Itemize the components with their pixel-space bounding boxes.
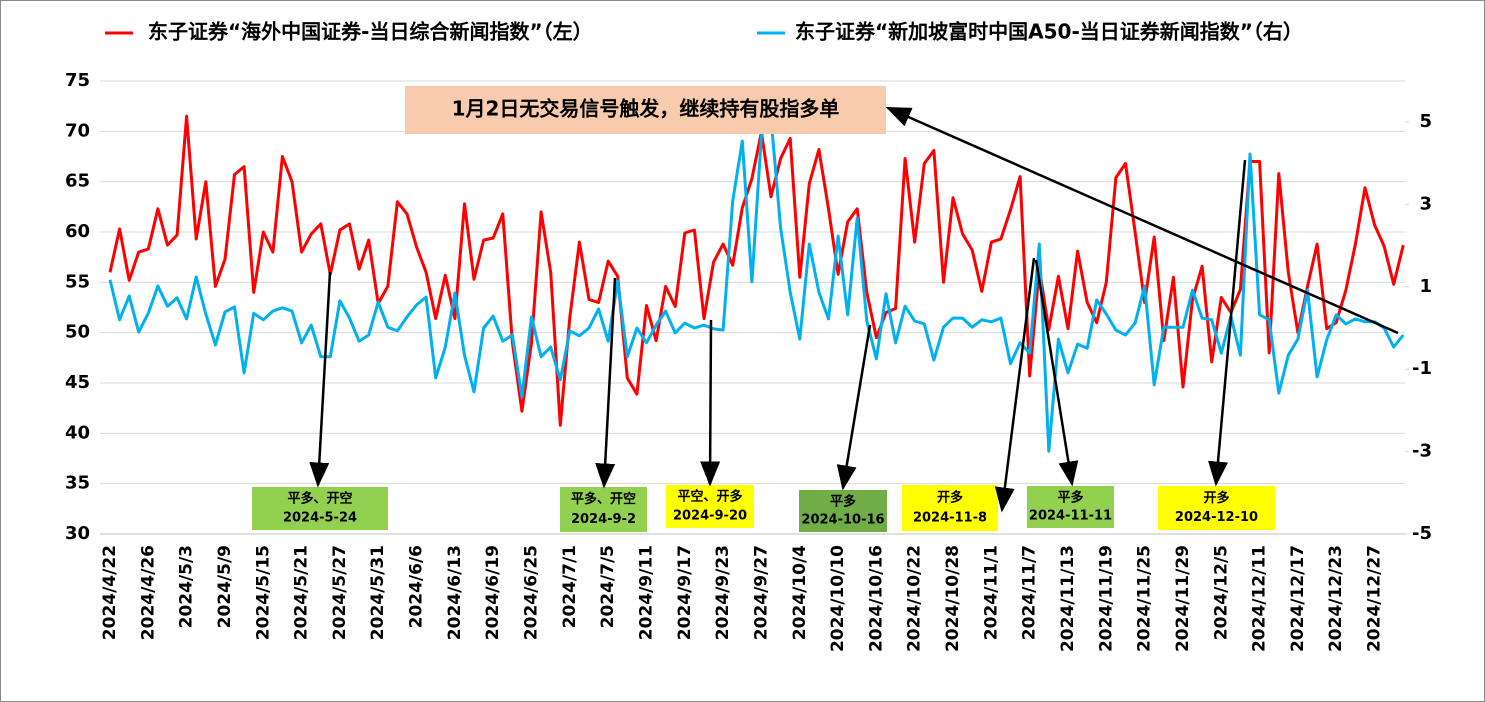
annotation-text: 开多 bbox=[937, 489, 963, 505]
series-line bbox=[108, 114, 1405, 427]
x-tick-label: 2024/12/27 bbox=[1365, 545, 1385, 652]
annotation-text: 2024-5-24 bbox=[283, 510, 357, 525]
annotation-text: 开多 bbox=[1203, 490, 1229, 506]
annotation-text: 1月2日无交易信号触发，继续持有股指多单 bbox=[452, 97, 840, 121]
annotation-text: 2024-11-8 bbox=[913, 511, 987, 526]
annotation-text: 平多、开空 bbox=[287, 491, 352, 507]
annotation-box bbox=[666, 485, 754, 528]
annotation-arrow bbox=[700, 319, 721, 487]
y-tick-label: 55 bbox=[65, 271, 90, 292]
y-tick-label: 60 bbox=[65, 221, 90, 242]
x-tick-label: 2024/5/9 bbox=[215, 545, 235, 628]
x-tick-label: 2024/10/28 bbox=[943, 545, 963, 652]
x-tick-label: 2024/11/19 bbox=[1096, 545, 1116, 652]
x-tick-label: 2024/6/6 bbox=[407, 545, 427, 628]
annotation-box bbox=[799, 490, 887, 532]
y2-tick-label: -5 bbox=[1412, 523, 1432, 544]
x-tick-label: 2024/11/29 bbox=[1173, 545, 1193, 652]
x-tick-label: 2024/11/25 bbox=[1135, 545, 1155, 652]
x-tick-label: 2024/12/11 bbox=[1250, 545, 1270, 652]
annotation-text: 平多 bbox=[1057, 489, 1083, 505]
annotation-arrow bbox=[885, 106, 1399, 335]
annotation-box bbox=[252, 487, 388, 530]
x-tick-label: 2024/6/25 bbox=[522, 545, 542, 640]
x-tick-label: 2024/5/31 bbox=[368, 545, 388, 640]
y-tick-label: 50 bbox=[65, 322, 90, 343]
y-tick-label: 40 bbox=[65, 422, 90, 443]
annotation-box bbox=[405, 86, 886, 134]
y2-tick-label: -1 bbox=[1412, 358, 1432, 379]
x-tick-label: 2024/5/21 bbox=[292, 545, 312, 640]
y2-tick-label: 1 bbox=[1419, 276, 1432, 297]
x-tick-label: 2024/10/22 bbox=[905, 545, 925, 652]
x-tick-label: 2024/10/16 bbox=[866, 545, 886, 652]
annotation-text: 平多、开空 bbox=[571, 491, 636, 507]
annotation-text: 2024-9-20 bbox=[673, 508, 747, 523]
x-tick-label: 2024/9/11 bbox=[636, 545, 656, 640]
annotation-arrow bbox=[994, 257, 1036, 513]
x-tick-label: 2024/9/27 bbox=[751, 545, 771, 640]
annotation-arrow bbox=[1034, 259, 1079, 487]
y-tick-label: 30 bbox=[65, 523, 90, 544]
x-tick-label: 2024/12/23 bbox=[1326, 545, 1346, 652]
y-tick-label: 70 bbox=[65, 120, 90, 141]
x-tick-label: 2024/11/13 bbox=[1058, 545, 1078, 652]
legend-label: 东子证券“新加坡富时中国A50-当日证券新闻指数”（右） bbox=[795, 20, 1303, 44]
annotation-box bbox=[560, 487, 647, 532]
annotation-box bbox=[1027, 486, 1114, 528]
x-tick-label: 2024/5/3 bbox=[177, 545, 197, 628]
x-tick-label: 2024/5/15 bbox=[253, 545, 273, 640]
annotation-arrow bbox=[309, 271, 332, 488]
x-tick-label: 2024/11/7 bbox=[1020, 545, 1040, 640]
annotation-arrow bbox=[836, 324, 872, 491]
y-tick-label: 65 bbox=[65, 171, 90, 192]
x-tick-label: 2024/7/1 bbox=[560, 545, 580, 628]
x-tick-label: 2024/7/5 bbox=[598, 545, 618, 628]
annotation-text: 平空、开多 bbox=[677, 489, 742, 505]
annotation-text: 2024-10-16 bbox=[801, 513, 884, 528]
y2-tick-label: -3 bbox=[1412, 441, 1432, 462]
annotation-box bbox=[1158, 486, 1275, 530]
x-tick-label: 2024/10/10 bbox=[828, 545, 848, 652]
y2-tick-label: 3 bbox=[1419, 193, 1432, 214]
x-tick-label: 2024/10/4 bbox=[790, 545, 810, 640]
x-tick-label: 2024/5/27 bbox=[330, 545, 350, 640]
y-tick-label: 75 bbox=[65, 70, 90, 91]
annotation-text: 2024-11-11 bbox=[1029, 509, 1112, 524]
annotation-text: 2024-9-2 bbox=[571, 512, 636, 527]
x-tick-label: 2024/4/26 bbox=[138, 545, 158, 640]
y2-tick-label: 5 bbox=[1419, 111, 1432, 132]
x-tick-label: 2024/6/13 bbox=[445, 545, 465, 640]
x-tick-label: 2024/9/23 bbox=[713, 545, 733, 640]
legend-label: 东子证券“海外中国证券-当日综合新闻指数”（左） bbox=[148, 20, 593, 44]
x-tick-label: 2024/9/17 bbox=[675, 545, 695, 640]
x-tick-label: 2024/6/19 bbox=[483, 545, 503, 640]
x-tick-label: 2024/4/22 bbox=[100, 545, 120, 640]
annotation-box bbox=[902, 485, 998, 531]
x-tick-label: 2024/12/17 bbox=[1288, 545, 1308, 652]
annotation-arrow bbox=[1208, 159, 1247, 487]
x-tick-label: 2024/12/5 bbox=[1211, 545, 1231, 640]
annotation-arrow bbox=[595, 277, 617, 489]
annotation-text: 2024-12-10 bbox=[1175, 510, 1258, 525]
y-tick-label: 45 bbox=[65, 372, 90, 393]
x-tick-label: 2024/11/1 bbox=[981, 545, 1001, 640]
y-tick-label: 35 bbox=[65, 473, 90, 494]
annotation-text: 平多 bbox=[830, 493, 856, 509]
